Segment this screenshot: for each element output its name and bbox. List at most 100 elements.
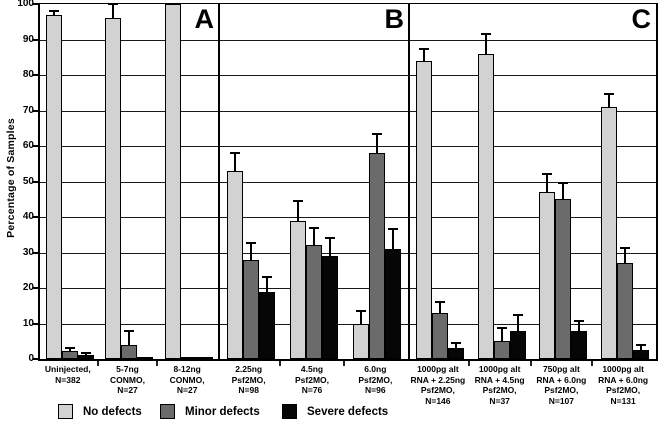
bar-slot: [121, 4, 138, 359]
plot-area: A B C: [38, 3, 658, 361]
bars-row: [45, 4, 94, 359]
bar-no-defects: [477, 53, 494, 359]
error-bar-cap: [620, 246, 631, 249]
x-category-label-line: N=98: [238, 385, 259, 395]
error-bar-cap: [636, 344, 647, 347]
error-bar-cap: [418, 48, 429, 51]
bar-no-defects: [226, 170, 243, 359]
error-bar-cap: [434, 301, 445, 304]
bar-severe-defects: [137, 357, 154, 359]
x-category-label-line: 2.25ng: [235, 364, 263, 374]
bar-no-defects: [289, 220, 306, 359]
x-category-label-line: 750pg alt: [542, 364, 580, 374]
bar-slot: [226, 4, 243, 359]
legend-swatch-icon: [58, 404, 73, 419]
bar-group: [471, 4, 533, 359]
y-tick-label-100: 100: [17, 0, 34, 9]
gridline-10: [40, 323, 656, 325]
bar-slot: [165, 4, 182, 359]
bar-slot: [493, 4, 510, 359]
legend-label: No defects: [83, 405, 142, 418]
error-bar-cap: [480, 33, 491, 36]
bars-row: [353, 4, 402, 359]
bar-slot: [633, 4, 650, 359]
panel-label-c: C: [631, 4, 652, 34]
bar-minor-defects: [61, 351, 78, 359]
x-category-label-line: 5-7ng: [116, 364, 139, 374]
y-tick-mark-50: [33, 180, 40, 183]
bar-minor-defects: [431, 312, 448, 359]
x-category-label-line: N=27: [176, 385, 198, 395]
legend-swatch-icon: [282, 404, 297, 419]
y-tick-label-10: 10: [22, 317, 34, 329]
error-bar-cap: [356, 310, 367, 313]
bar-severe-defects: [197, 357, 214, 359]
bars-row: [601, 4, 650, 359]
bar-slot: [305, 4, 322, 359]
panel-label-a: A: [194, 4, 215, 34]
bar-minor-defects: [121, 344, 138, 359]
bars-row: [105, 3, 154, 359]
bars-row: [165, 4, 214, 359]
x-tick-mark: [529, 361, 532, 366]
bar-group: [594, 4, 656, 359]
error-bar: [562, 182, 565, 200]
bar-slot: [105, 3, 122, 359]
error-bar: [84, 352, 87, 355]
bars-row: [289, 4, 338, 359]
error-bar: [328, 238, 331, 257]
x-category-label: 8-12ng CONMO, N=27: [149, 364, 225, 396]
error-bar-cap: [124, 329, 135, 332]
error-bar-cap: [48, 10, 59, 13]
y-tick-label-30: 30: [22, 246, 34, 258]
gridline-90: [40, 39, 656, 41]
bar-severe-defects: [447, 348, 464, 359]
gridline-50: [40, 181, 656, 183]
error-bar-cap: [245, 241, 256, 244]
bar-slot: [137, 4, 154, 359]
x-category-label-line: Psf2MO,: [482, 385, 517, 395]
bar-slot: [258, 4, 275, 359]
bar-no-defects: [353, 323, 370, 359]
x-category-label-line: N=107: [548, 395, 575, 406]
bar-slot: [45, 4, 62, 359]
bar-group: [40, 4, 100, 359]
bar-group: [100, 3, 160, 359]
error-bar-cap: [542, 173, 553, 176]
error-bar: [516, 315, 519, 331]
bar-severe-defects: [77, 354, 94, 359]
bar-no-defects: [415, 60, 432, 359]
x-category-label: 5-7ng CONMO, N=27: [90, 364, 166, 396]
bar-slot: [321, 4, 338, 359]
bar-group: [409, 4, 471, 359]
bar-slot: [242, 4, 259, 359]
x-category-label: 4.5ng Psf2MO, N=76: [274, 364, 350, 396]
bar-slot: [555, 4, 572, 359]
error-bar: [249, 242, 252, 260]
x-category-label-line: RNA + 6.0ng: [536, 374, 587, 385]
error-bar-cap: [574, 320, 585, 323]
x-category-label-line: N=96: [365, 385, 386, 395]
bar-slot: [571, 4, 588, 359]
error-bar: [265, 277, 268, 292]
bar-slot: [539, 4, 556, 359]
bar-slot: [181, 4, 198, 359]
x-category-label: 1000pg alt RNA + 4.5ng Psf2MO, N=37: [462, 364, 538, 406]
bar-slot: [77, 4, 94, 359]
bar-slot: [477, 4, 494, 359]
x-category-label-line: RNA + 4.5ng: [474, 374, 525, 385]
y-tick-mark-70: [33, 109, 40, 112]
x-category-label-line: N=27: [117, 385, 138, 395]
x-category-label-line: 1000pg alt: [478, 364, 521, 374]
legend-label: Minor defects: [185, 405, 260, 418]
gridline-40: [40, 217, 656, 218]
y-tick-mark-30: [33, 251, 40, 254]
error-bar: [454, 343, 457, 349]
error-bar: [233, 153, 236, 171]
error-bar-cap: [64, 346, 75, 349]
error-bar-cap: [324, 237, 335, 240]
bar-minor-defects: [369, 153, 386, 359]
y-tick-mark-20: [33, 287, 40, 289]
error-bar: [546, 174, 549, 193]
